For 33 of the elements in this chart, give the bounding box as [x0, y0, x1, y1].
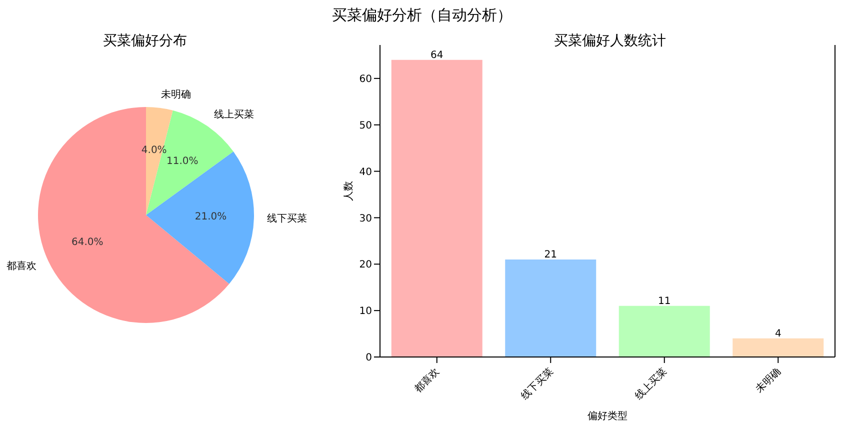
data-label: 11.0% [166, 156, 198, 167]
bar [732, 338, 824, 357]
bar [618, 306, 710, 357]
y-tick-label: 50 [359, 120, 372, 132]
data-label: 64.0% [71, 237, 104, 248]
x-tick-label: 线上买菜 [632, 365, 670, 402]
pie-slice [146, 152, 254, 284]
x-tick-label: 未明确 [753, 365, 784, 396]
bar [391, 60, 482, 357]
y-tick-label: 0 [366, 352, 372, 364]
y-tick-label: 60 [359, 74, 372, 85]
slice-label: 线下买菜 [266, 212, 307, 224]
x-tick-label: 线下买菜 [518, 365, 556, 402]
chart-title: 买菜偏好人数统计 [553, 32, 667, 50]
data-label: 11 [658, 296, 671, 307]
y-tick-label: 10 [359, 306, 372, 318]
slice-label: 未明确 [161, 88, 192, 100]
text: 买菜偏好分析（自动分析） [331, 6, 513, 25]
y-tick-label: 20 [359, 260, 372, 271]
data-label: 21 [544, 250, 557, 260]
bar [505, 260, 596, 357]
x-tick-label: 都喜欢 [412, 365, 442, 396]
chart-title: 买菜偏好分布 [102, 32, 188, 50]
y-tick-label: 40 [359, 166, 372, 178]
slice-label: 都喜欢 [6, 260, 37, 272]
slice-label: 线上买菜 [214, 108, 254, 120]
data-label: 4.0% [141, 145, 167, 156]
data-label: 21.0% [194, 212, 227, 223]
y-axis-title: 人数 [344, 181, 355, 201]
x-axis-title: 偏好类型 [588, 410, 628, 422]
data-label: 4 [774, 328, 782, 340]
y-tick-label: 30 [359, 213, 372, 224]
data-label: 64 [430, 50, 444, 61]
